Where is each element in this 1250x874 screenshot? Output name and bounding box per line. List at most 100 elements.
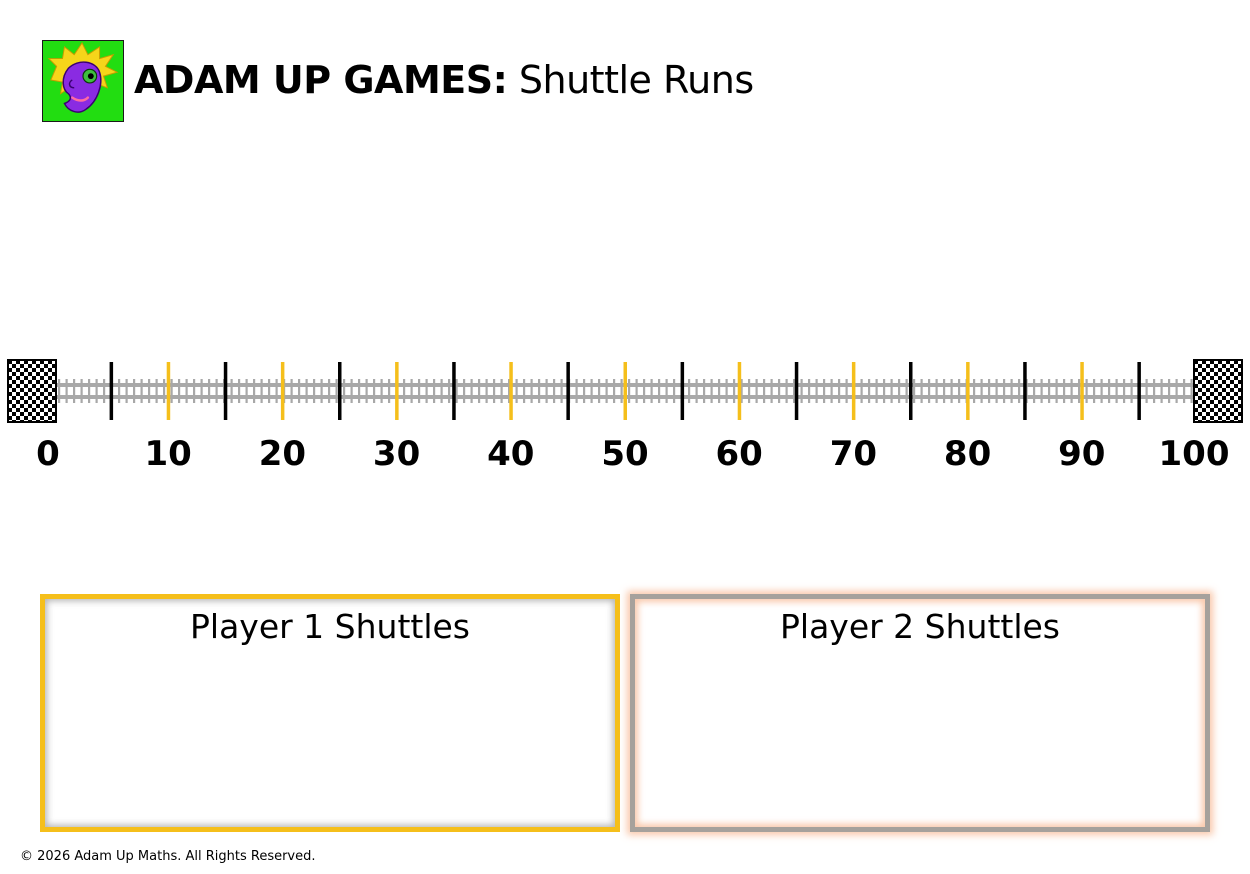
- track-sleeper: [800, 379, 803, 403]
- major-tick-60: [737, 362, 742, 420]
- track-svg: [7, 359, 1243, 423]
- track-sleeper: [215, 379, 218, 403]
- copyright-footer: © 2026 Adam Up Maths. All Rights Reserve…: [20, 849, 316, 864]
- track-sleeper: [433, 379, 436, 403]
- logo: [42, 40, 124, 122]
- track-sleeper: [328, 379, 331, 403]
- track-label-60: 60: [715, 434, 763, 474]
- track-sleeper: [148, 379, 151, 403]
- major-tick-90: [1080, 362, 1084, 420]
- major-tick-30: [395, 362, 399, 420]
- track-sleeper: [65, 379, 68, 403]
- track-label-0: 0: [36, 434, 60, 474]
- track-sleeper: [1033, 379, 1036, 403]
- track-sleeper: [380, 379, 383, 403]
- track-sleeper: [530, 379, 533, 403]
- track-sleeper: [1115, 379, 1118, 403]
- track-sleeper: [553, 379, 556, 403]
- track-sleeper: [613, 379, 616, 403]
- spiky-haired-creature-logo-icon: [47, 41, 119, 113]
- track-sleeper: [448, 379, 451, 403]
- track-sleeper: [1123, 379, 1126, 403]
- track-sleeper: [598, 379, 601, 403]
- track-sleeper: [515, 379, 518, 403]
- track-labels: 0 10 20 30 40 50 60 70 80 90 100: [0, 432, 1250, 482]
- track-sleeper: [1175, 379, 1178, 403]
- track-sleeper: [305, 379, 308, 403]
- major-tick-50: [623, 362, 627, 420]
- track-sleeper: [1040, 379, 1043, 403]
- player-1-panel[interactable]: Player 1 Shuttles: [40, 594, 620, 832]
- track-sleeper: [995, 379, 998, 403]
- track-sleeper: [1010, 379, 1013, 403]
- track-sleeper: [703, 379, 706, 403]
- track-sleeper: [118, 379, 121, 403]
- track-sleeper: [1183, 379, 1186, 403]
- track-label-10: 10: [144, 434, 192, 474]
- major-tick-40: [509, 362, 513, 420]
- track-sleeper: [628, 379, 631, 403]
- track-label-70: 70: [829, 434, 878, 474]
- track-sleeper: [523, 379, 526, 403]
- track-sleeper: [200, 379, 203, 403]
- major-tick-70: [851, 362, 856, 420]
- track-sleeper: [238, 379, 241, 403]
- track-sleeper: [808, 379, 811, 403]
- track-sleeper: [718, 379, 721, 403]
- track-sleeper: [883, 379, 886, 403]
- player-2-panel-title: Player 2 Shuttles: [780, 607, 1060, 646]
- track-sleeper: [230, 379, 233, 403]
- track-sleeper: [463, 379, 466, 403]
- track-sleeper: [133, 379, 136, 403]
- track-sleeper: [500, 379, 503, 403]
- finish-checkered-flag-icon: [1193, 359, 1243, 423]
- track-sleeper: [163, 379, 166, 403]
- track-sleeper: [838, 379, 841, 403]
- track-sleeper: [898, 379, 901, 403]
- track-sleeper: [605, 379, 608, 403]
- track-sleeper: [1190, 379, 1193, 403]
- page-title: ADAM UP GAMES: Shuttle Runs: [134, 56, 754, 104]
- track-sleeper: [725, 379, 728, 403]
- track-sleeper: [1168, 379, 1171, 403]
- track-sleeper: [650, 379, 653, 403]
- track-sleeper: [860, 379, 863, 403]
- track-sleeper: [425, 379, 428, 403]
- track-sleeper: [275, 379, 278, 403]
- track-sleeper: [868, 379, 871, 403]
- track-sleeper: [733, 379, 736, 403]
- track-sleeper: [793, 379, 796, 403]
- track-sleeper: [290, 379, 293, 403]
- track-sleeper: [958, 379, 961, 403]
- track-sleeper: [658, 379, 661, 403]
- minor-tick-5: [109, 362, 114, 420]
- track-label-30: 30: [372, 434, 421, 474]
- track-sleeper: [80, 379, 83, 403]
- track-sleeper: [88, 379, 91, 403]
- track-sleeper: [470, 379, 473, 403]
- track-sleeper: [245, 379, 248, 403]
- track-sleeper: [928, 379, 931, 403]
- track-sleeper: [1108, 379, 1111, 403]
- track-sleeper: [455, 379, 458, 403]
- track-sleeper: [365, 379, 368, 403]
- track-sleeper: [1055, 379, 1058, 403]
- track-sleeper: [710, 379, 713, 403]
- track-sleeper: [980, 379, 983, 403]
- track-sleeper: [373, 379, 376, 403]
- track-sleeper: [695, 379, 698, 403]
- track-sleeper: [508, 379, 511, 403]
- track-sleeper: [935, 379, 938, 403]
- start-checkered-flag-icon: [7, 359, 57, 423]
- track-sleeper: [973, 379, 976, 403]
- track-sleeper: [748, 379, 751, 403]
- track-sleeper: [343, 379, 346, 403]
- track-sleeper: [125, 379, 128, 403]
- player-2-panel[interactable]: Player 2 Shuttles: [630, 594, 1210, 832]
- track-sleeper: [313, 379, 316, 403]
- track-sleeper: [890, 379, 893, 403]
- track-sleeper: [950, 379, 953, 403]
- track-sleeper: [178, 379, 181, 403]
- minor-tick-55: [680, 362, 685, 420]
- track-sleeper: [583, 379, 586, 403]
